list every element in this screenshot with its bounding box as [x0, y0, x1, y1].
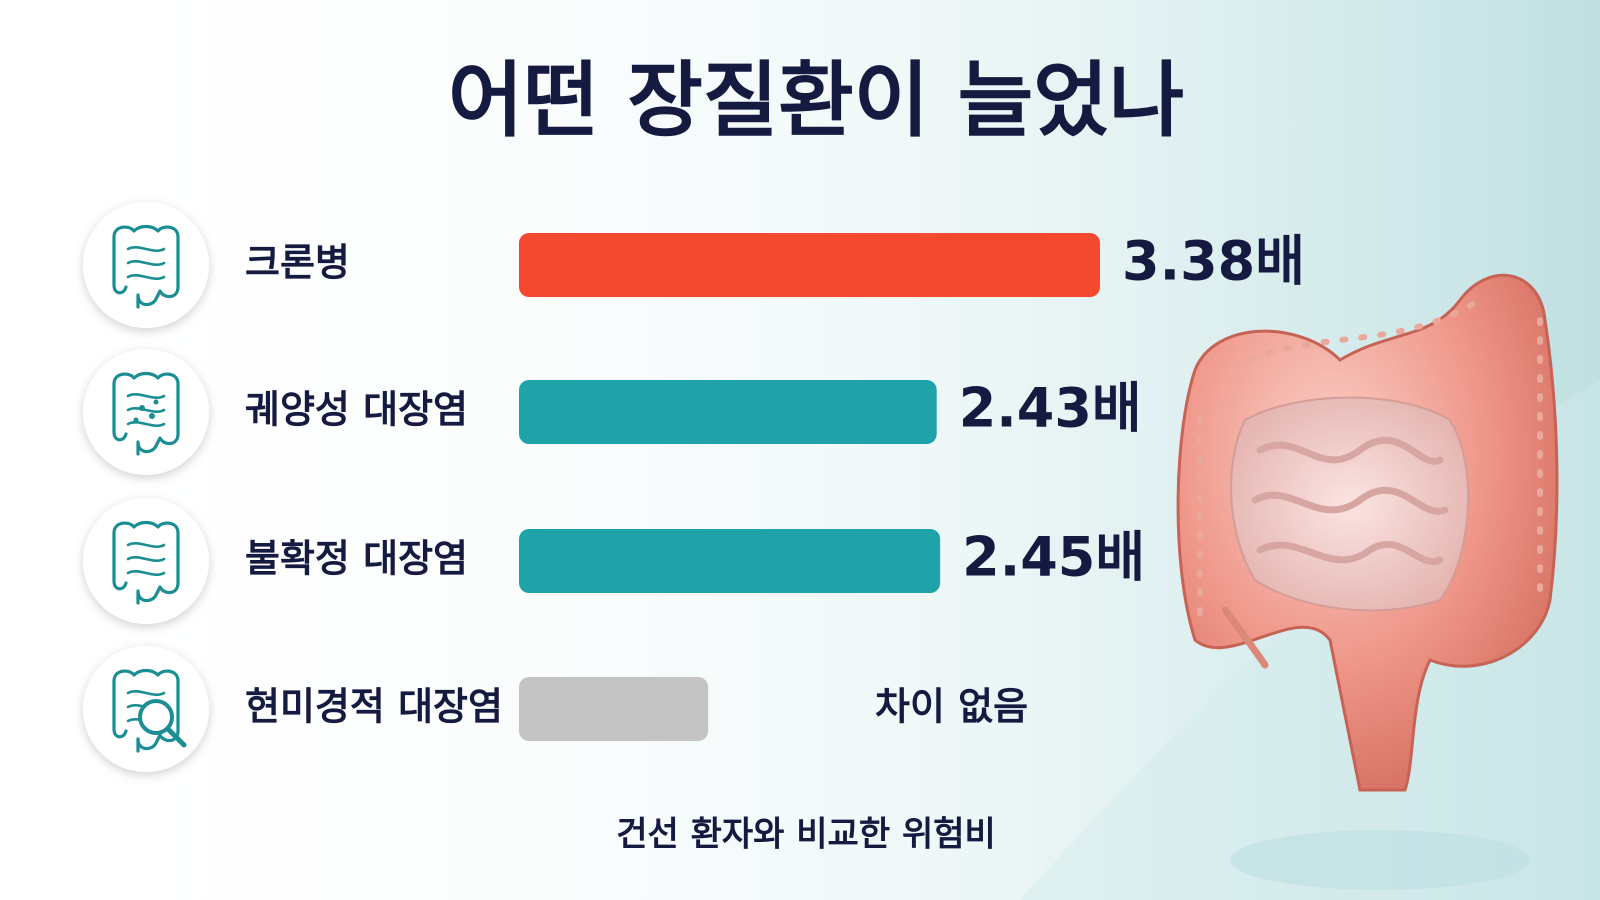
bar [519, 380, 937, 444]
category-label: 현미경적 대장염 [245, 685, 503, 729]
value-label: 2.43배 [959, 377, 1142, 440]
icon-ibdu [83, 498, 209, 624]
value-label: 차이 없음 [875, 685, 1028, 729]
bar [519, 529, 941, 593]
chart-title: 어떤 장질환이 늘었나 [448, 53, 1184, 148]
footnote: 건선 환자와 비교한 위험비 [616, 815, 996, 855]
value-label: 2.45배 [962, 526, 1145, 589]
icon-uc [83, 349, 209, 475]
category-label: 크론병 [245, 241, 350, 285]
value-label: 3.38배 [1122, 230, 1305, 293]
colon-illustration [1176, 273, 1559, 890]
bar [519, 233, 1100, 297]
icon-crohn [83, 202, 209, 328]
category-label: 궤양성 대장염 [245, 388, 468, 432]
category-label: 불확정 대장염 [245, 537, 468, 581]
bar [519, 677, 709, 741]
icon-microscopic [83, 646, 209, 772]
